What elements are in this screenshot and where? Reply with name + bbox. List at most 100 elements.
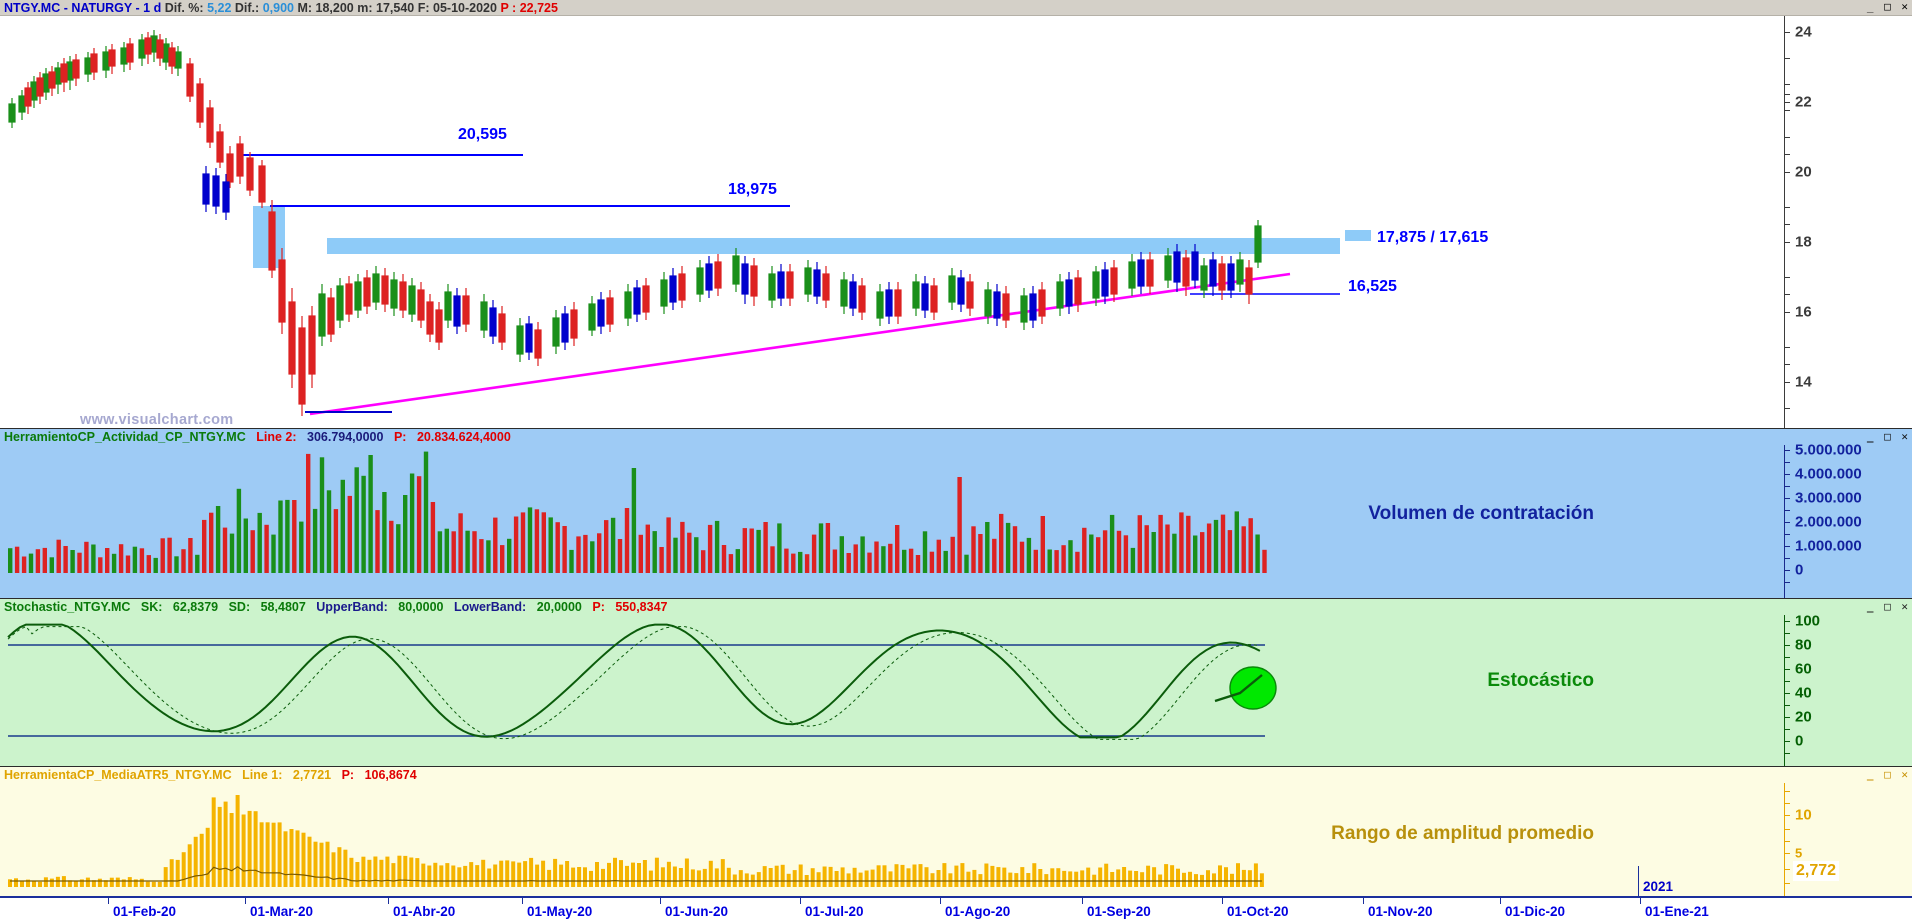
atr-bar bbox=[798, 864, 803, 887]
atr-bar bbox=[1008, 872, 1013, 887]
atr-bar bbox=[726, 867, 731, 887]
atr-axis[interactable]: 10 5 2,772 bbox=[1784, 783, 1912, 896]
volume-bar bbox=[652, 531, 657, 573]
atr-bars-svg bbox=[8, 795, 1264, 887]
atr-bar bbox=[1164, 864, 1169, 887]
atr-bar bbox=[654, 857, 659, 887]
volume-bar bbox=[902, 549, 907, 573]
atr-bar bbox=[942, 863, 947, 887]
band-color-swatch bbox=[1345, 230, 1371, 241]
atr-plot-area[interactable]: Rango de amplitud promedio bbox=[0, 783, 1784, 896]
atr-bar bbox=[73, 881, 78, 887]
atr-bar bbox=[702, 868, 707, 887]
volume-tick-2m: 2.000.000 bbox=[1795, 513, 1862, 531]
atr-bar bbox=[235, 795, 240, 887]
volume-window-controls: _ □ ✕ bbox=[1866, 430, 1910, 444]
volume-tick-4m: 4.000.000 bbox=[1795, 465, 1862, 483]
support-band bbox=[327, 238, 1340, 254]
dif-pct-value: 5,22 bbox=[207, 1, 232, 15]
volume-minimize-icon[interactable]: _ bbox=[1866, 430, 1875, 443]
volume-plot-area[interactable]: Volumen de contratación bbox=[0, 445, 1784, 598]
atr-bar bbox=[792, 870, 797, 887]
minimize-icon[interactable]: _ bbox=[1866, 0, 1875, 13]
volume-bar bbox=[541, 512, 546, 573]
stochastic-panel[interactable]: Stochastic_NTGY.MC SK: 62,8379 SD: 58,48… bbox=[0, 598, 1912, 766]
volume-bar bbox=[1186, 515, 1191, 573]
atr-bar bbox=[786, 873, 791, 887]
volume-bar bbox=[804, 554, 810, 573]
volume-bar bbox=[631, 468, 637, 573]
volume-bar bbox=[867, 552, 872, 573]
volume-bar bbox=[340, 479, 345, 573]
date-tick bbox=[1363, 898, 1364, 904]
close-icon[interactable]: ✕ bbox=[1901, 0, 1909, 13]
volume-bar bbox=[215, 506, 221, 573]
stochastic-axis[interactable]: 100 80 60 40 20 0 bbox=[1784, 613, 1912, 766]
volume-bar bbox=[299, 521, 304, 573]
band-label-text: 17,875 / 17,615 bbox=[1377, 229, 1489, 246]
volume-bar bbox=[770, 546, 775, 573]
volume-bar bbox=[742, 528, 747, 573]
atr-panel-header: HerramientaCP_MediaATR5_NTGY.MC Line 1: … bbox=[0, 766, 1912, 783]
atr-bar bbox=[91, 880, 96, 887]
atr-line1-value: 2,7721 bbox=[292, 768, 332, 782]
price-axis[interactable]: 24 22 20 18 16 14 bbox=[1784, 16, 1912, 428]
atr-bar bbox=[535, 864, 540, 887]
atr-bar bbox=[966, 871, 971, 887]
volume-bar bbox=[209, 512, 214, 573]
volume-bar bbox=[1179, 512, 1184, 573]
volume-bar bbox=[777, 523, 782, 573]
atr-bar bbox=[301, 832, 306, 887]
stochastic-plot-area[interactable]: Estocástico bbox=[0, 615, 1784, 766]
atr-bar bbox=[1188, 871, 1192, 887]
atr-bar bbox=[343, 849, 348, 887]
dif-value: 0,900 bbox=[262, 1, 294, 15]
atr-bar bbox=[79, 879, 84, 887]
atr-bar bbox=[882, 865, 887, 887]
price-plot-area[interactable]: 20,595 18,975 17,875 / 17,615 16,525 www… bbox=[0, 16, 1784, 428]
date-tick bbox=[388, 898, 389, 904]
volume-bar bbox=[1040, 516, 1045, 573]
volume-tick-3m: 3.000.000 bbox=[1795, 489, 1862, 507]
stoch-minimize-icon[interactable]: _ bbox=[1866, 600, 1875, 613]
volume-panel[interactable]: HerramientoCP_Actividad_CP_NTGY.MC Line … bbox=[0, 428, 1912, 598]
atr-bar bbox=[241, 814, 246, 887]
volume-bar bbox=[680, 521, 685, 573]
price-candlestick-svg bbox=[8, 30, 1340, 416]
volume-bar bbox=[1130, 547, 1136, 573]
price-chart-panel[interactable]: 20,595 18,975 17,875 / 17,615 16,525 www… bbox=[0, 16, 1912, 428]
atr-bar bbox=[421, 863, 426, 887]
volume-bar bbox=[1255, 534, 1260, 573]
volume-bar bbox=[895, 525, 900, 573]
stoch-maximize-icon[interactable]: □ bbox=[1884, 600, 1892, 613]
maximize-icon[interactable]: □ bbox=[1884, 0, 1892, 13]
volume-close-icon[interactable]: ✕ bbox=[1901, 430, 1909, 443]
volume-bar bbox=[1123, 535, 1129, 573]
volume-bar bbox=[403, 495, 408, 573]
volume-bar bbox=[507, 538, 512, 573]
atr-bar bbox=[187, 844, 192, 887]
stoch-tick-80: 80 bbox=[1795, 636, 1812, 654]
volume-bar bbox=[77, 552, 82, 573]
stoch-close-icon[interactable]: ✕ bbox=[1901, 600, 1909, 613]
atr-minimize-icon[interactable]: _ bbox=[1866, 768, 1875, 781]
volume-maximize-icon[interactable]: □ bbox=[1884, 430, 1892, 443]
date-axis[interactable]: 01-Feb-20 01-Mar-20 01-Abr-20 01-May-20 01-J… bbox=[0, 896, 1912, 922]
atr-panel[interactable]: HerramientaCP_MediaATR5_NTGY.MC Line 1: … bbox=[0, 766, 1912, 896]
atr-bar bbox=[720, 859, 725, 887]
atr-maximize-icon[interactable]: □ bbox=[1884, 768, 1892, 781]
date-label: 01-Jul-20 bbox=[805, 904, 864, 919]
volume-bar bbox=[1241, 526, 1246, 573]
volume-bar bbox=[1206, 523, 1212, 573]
volume-axis[interactable]: 5.000.000 4.000.000 3.000.000 2.000.000 … bbox=[1784, 442, 1912, 598]
atr-bar bbox=[648, 870, 653, 887]
atr-close-icon[interactable]: ✕ bbox=[1901, 768, 1909, 781]
volume-bar bbox=[257, 512, 262, 573]
volume-bar bbox=[701, 550, 706, 573]
atr-bar bbox=[319, 842, 324, 887]
volume-bar bbox=[1109, 514, 1115, 573]
visualchart-watermark: www.visualchart.com bbox=[80, 412, 234, 428]
volume-bar bbox=[707, 524, 713, 573]
volume-bar bbox=[1220, 514, 1226, 573]
atr-bar bbox=[43, 877, 48, 887]
